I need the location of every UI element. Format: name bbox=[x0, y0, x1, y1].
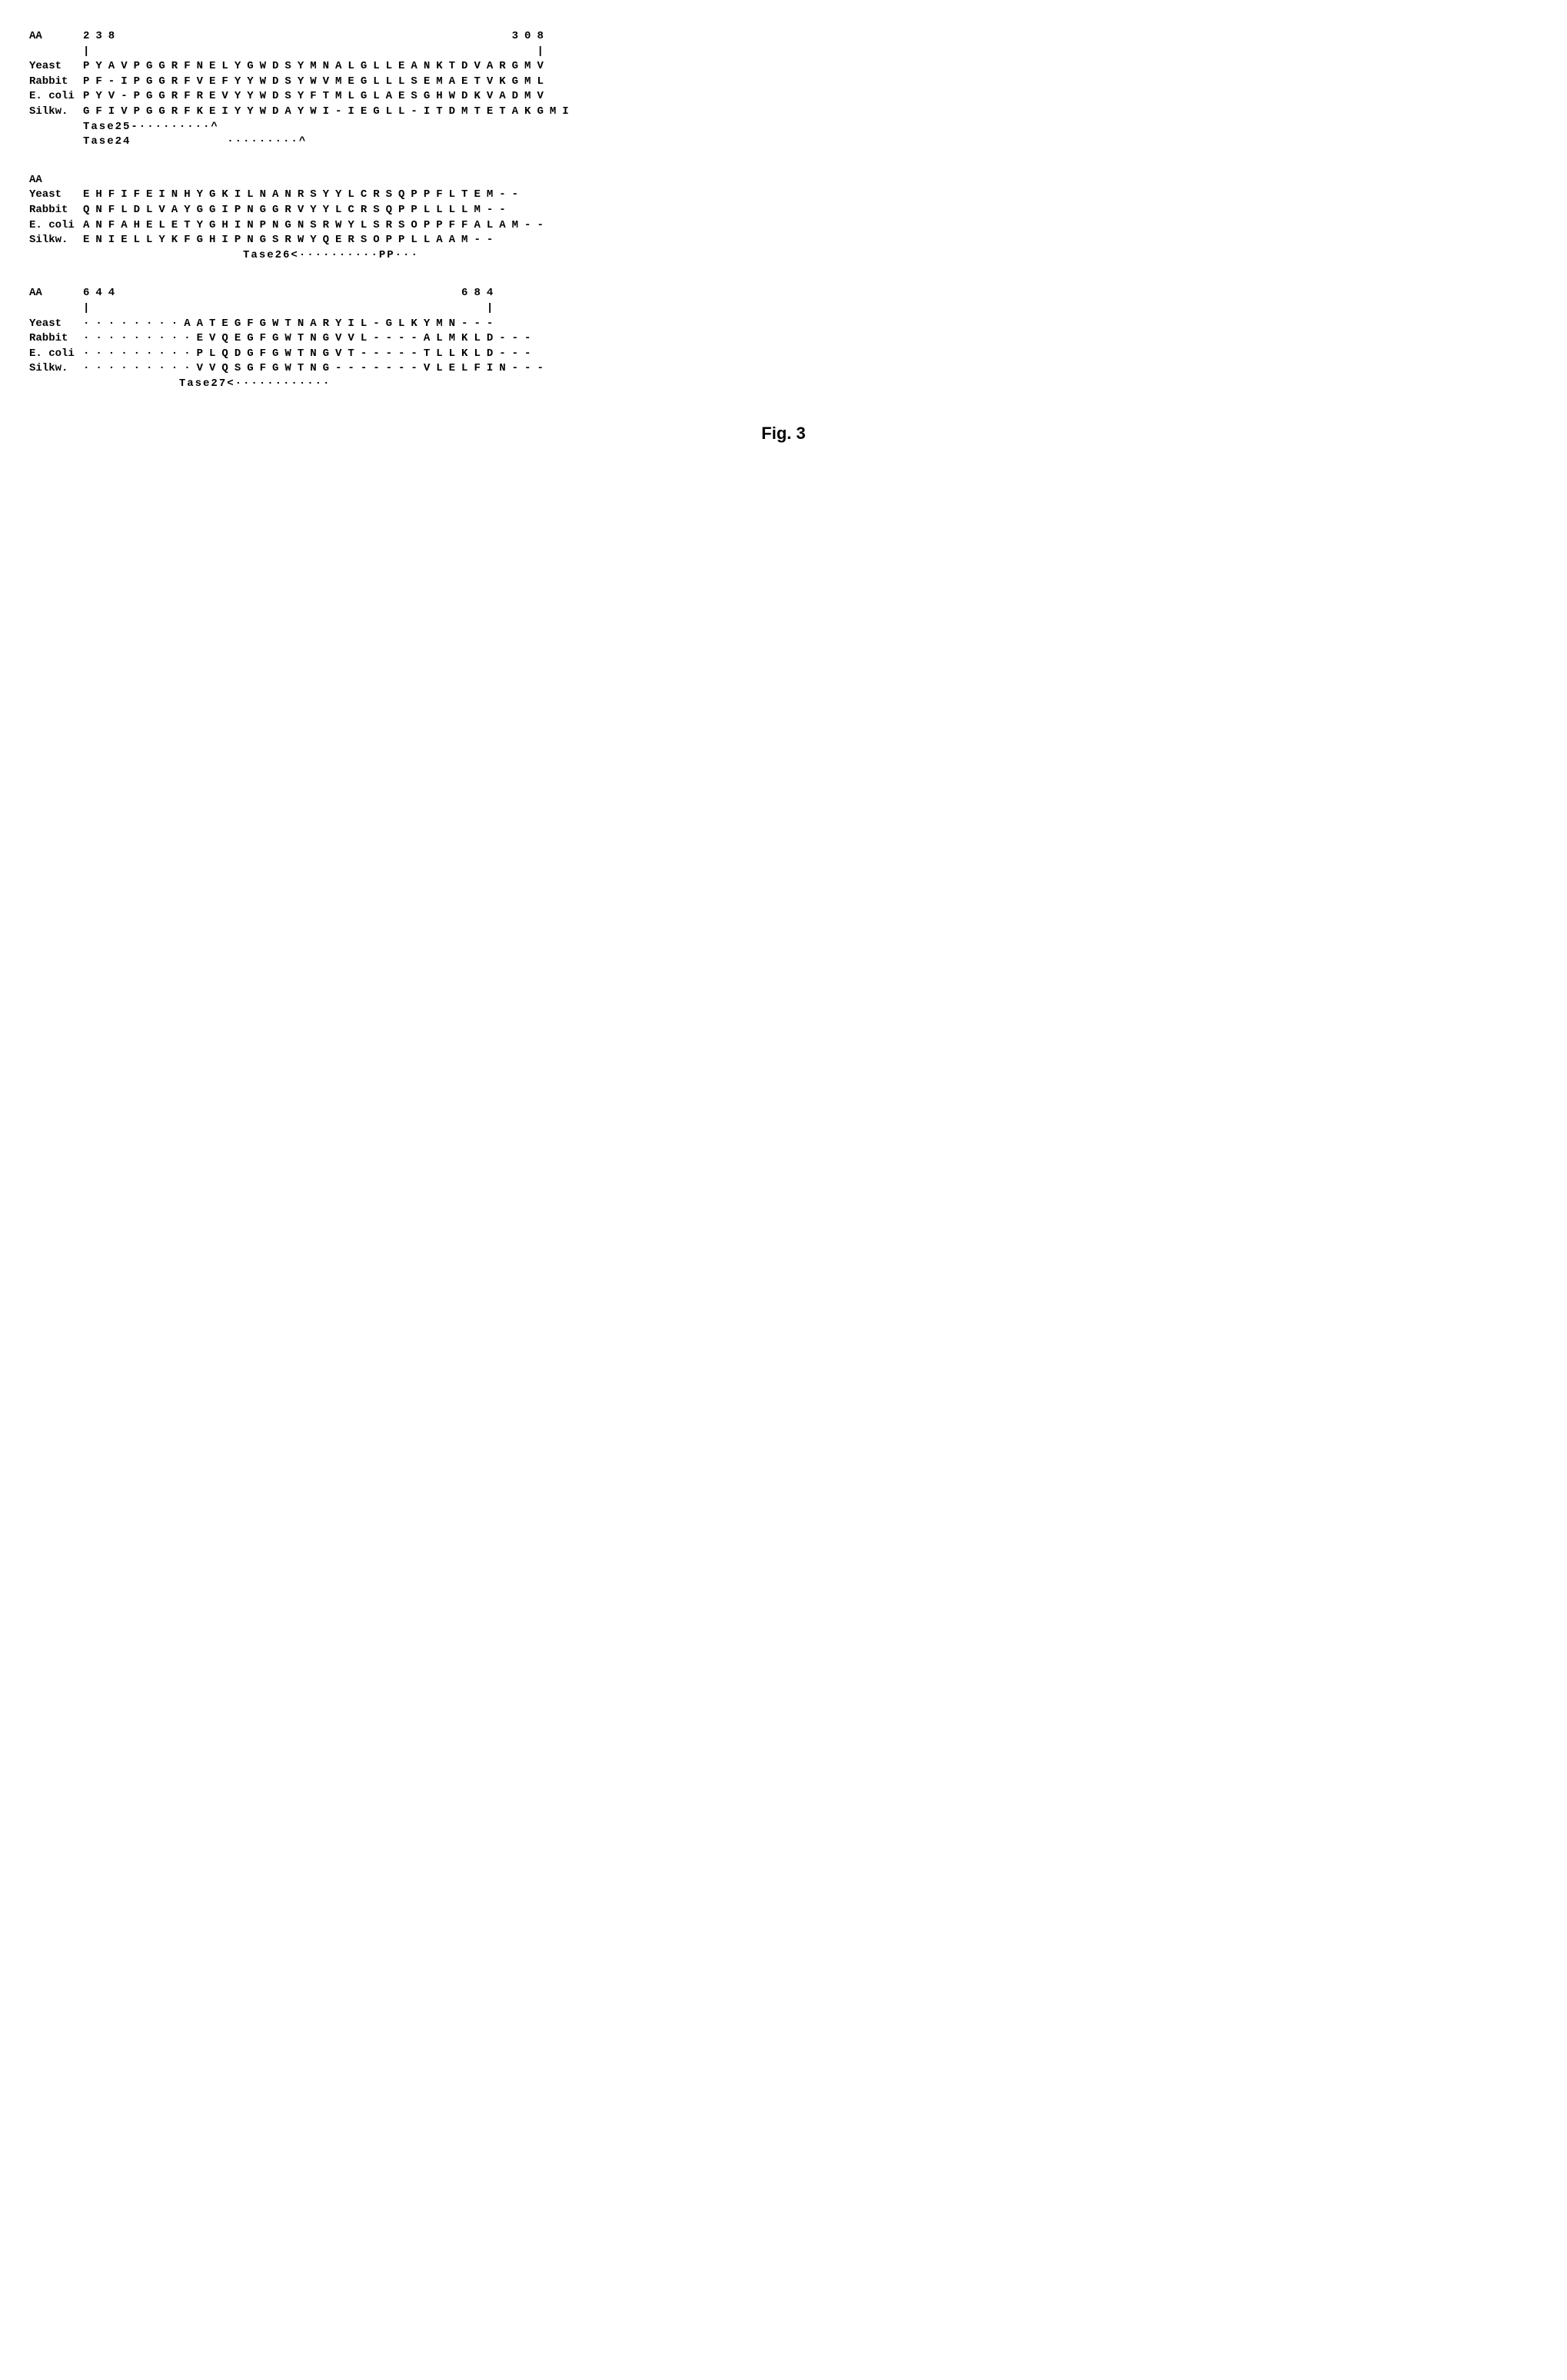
sequence-row: Silkw.ENIELLYKFGHIPNGSRWYQERSOPPLLAAM-- bbox=[29, 233, 1538, 248]
sequence-text: ·········PLQDGFGWTNGVT-----TLLKLD--- bbox=[83, 347, 537, 362]
sequence-row: RabbitPF-IPGGRFVEFYYWDSYWVMEGLLLSEMAETVK… bbox=[29, 75, 1538, 90]
organism-label: E. coli bbox=[29, 218, 83, 234]
position-markers: 644 684 bbox=[83, 286, 499, 301]
annotation-text: Tase27<············ bbox=[83, 377, 331, 392]
annotation-row: Tase26<··········PP··· bbox=[29, 248, 1538, 264]
alignment-block: AAYeastEHFIFEINHYGKILNANRSYYLCRSQPPFLTEM… bbox=[29, 173, 1538, 264]
sequence-row: YeastEHFIFEINHYGKILNANRSYYLCRSQPPFLTEM-- bbox=[29, 188, 1538, 203]
annotation-text: Tase25-·········^ bbox=[83, 120, 219, 135]
sequence-text: GFIVPGGRFKEIYYWDAYWI-IEGLL-ITDMTETAKGMI bbox=[83, 105, 575, 120]
organism-label: Yeast bbox=[29, 317, 83, 332]
annotation-text: Tase26<··········PP··· bbox=[83, 248, 419, 264]
alignment-block: AA238 308| |YeastPYAVPGGRFNELYGWDSYMNALG… bbox=[29, 29, 1538, 150]
alignment-figure: AA238 308| |YeastPYAVPGGRFNELYGWDSYMNALG… bbox=[29, 29, 1538, 391]
position-bar: | | bbox=[29, 45, 1538, 60]
sequence-row: Yeast········AATEGFGWTNARYIL-GLKYMN--- bbox=[29, 317, 1538, 332]
position-markers: 238 308 bbox=[83, 29, 550, 45]
sequence-text: ANFAHELETYGHINPNGNSRWYLSRSOPPFFALAM-- bbox=[83, 218, 550, 234]
organism-label: Silkw. bbox=[29, 361, 83, 377]
sequence-row: RabbitQNFLDLVAYGGIPNGGRVYYLCRSQPPLLLLM-- bbox=[29, 203, 1538, 218]
position-header: AA644 684 bbox=[29, 286, 1538, 301]
sequence-text: PF-IPGGRFVEFYYWDSYWVMEGLLLSEMAETVKGML bbox=[83, 75, 550, 90]
position-bar: | | bbox=[29, 301, 1538, 317]
position-header: AA bbox=[29, 173, 1538, 188]
annotation-row: Tase24 ·········^ bbox=[29, 135, 1538, 150]
sequence-row: Silkw.GFIVPGGRFKEIYYWDAYWI-IEGLL-ITDMTET… bbox=[29, 105, 1538, 120]
column-header-label: AA bbox=[29, 29, 83, 45]
figure-caption: Fig. 3 bbox=[29, 422, 1538, 446]
organism-label: Yeast bbox=[29, 59, 83, 75]
sequence-row: E. coliANFAHELETYGHINPNGNSRWYLSRSOPPFFAL… bbox=[29, 218, 1538, 234]
organism-label: Rabbit bbox=[29, 75, 83, 90]
organism-label: Silkw. bbox=[29, 233, 83, 248]
sequence-row: YeastPYAVPGGRFNELYGWDSYMNALGLLEANKTDVARG… bbox=[29, 59, 1538, 75]
sequence-row: Silkw.·········VVQSGFGWTNG-------VLELFIN… bbox=[29, 361, 1538, 377]
sequence-text: ········AATEGFGWTNARYIL-GLKYMN--- bbox=[83, 317, 499, 332]
annotation-row: Tase27<············ bbox=[29, 377, 1538, 392]
annotation-row: Tase25-·········^ bbox=[29, 120, 1538, 135]
sequence-text: ·········EVQEGFGWTNGVVL----ALMKLD--- bbox=[83, 331, 537, 347]
organism-label: E. coli bbox=[29, 89, 83, 105]
sequence-text: QNFLDLVAYGGIPNGGRVYYLCRSQPPLLLLM-- bbox=[83, 203, 512, 218]
position-header: AA238 308 bbox=[29, 29, 1538, 45]
sequence-text: PYAVPGGRFNELYGWDSYMNALGLLEANKTDVARGMV bbox=[83, 59, 550, 75]
annotation-text: Tase24 ·········^ bbox=[83, 135, 307, 150]
organism-label: Rabbit bbox=[29, 203, 83, 218]
organism-label: Rabbit bbox=[29, 331, 83, 347]
organism-label: E. coli bbox=[29, 347, 83, 362]
position-bar-marks: | | bbox=[83, 45, 550, 60]
sequence-text: ENIELLYKFGHIPNGSRWYQERSOPPLLAAM-- bbox=[83, 233, 499, 248]
sequence-text: PYV-PGGRFREVYYWDSYFTMLGLAESGHWDKVADMV bbox=[83, 89, 550, 105]
organism-label: Yeast bbox=[29, 188, 83, 203]
organism-label: Silkw. bbox=[29, 105, 83, 120]
column-header-label: AA bbox=[29, 286, 83, 301]
column-header-label: AA bbox=[29, 173, 83, 188]
sequence-row: E. coli·········PLQDGFGWTNGVT-----TLLKLD… bbox=[29, 347, 1538, 362]
position-bar-marks: | | bbox=[83, 301, 499, 317]
alignment-block: AA644 684| |Yeast········AATEGFGWTNARYIL… bbox=[29, 286, 1538, 391]
sequence-row: E. coliPYV-PGGRFREVYYWDSYFTMLGLAESGHWDKV… bbox=[29, 89, 1538, 105]
sequence-text: EHFIFEINHYGKILNANRSYYLCRSQPPFLTEM-- bbox=[83, 188, 524, 203]
sequence-text: ·········VVQSGFGWTNG-------VLELFIN--- bbox=[83, 361, 550, 377]
sequence-row: Rabbit·········EVQEGFGWTNGVVL----ALMKLD-… bbox=[29, 331, 1538, 347]
